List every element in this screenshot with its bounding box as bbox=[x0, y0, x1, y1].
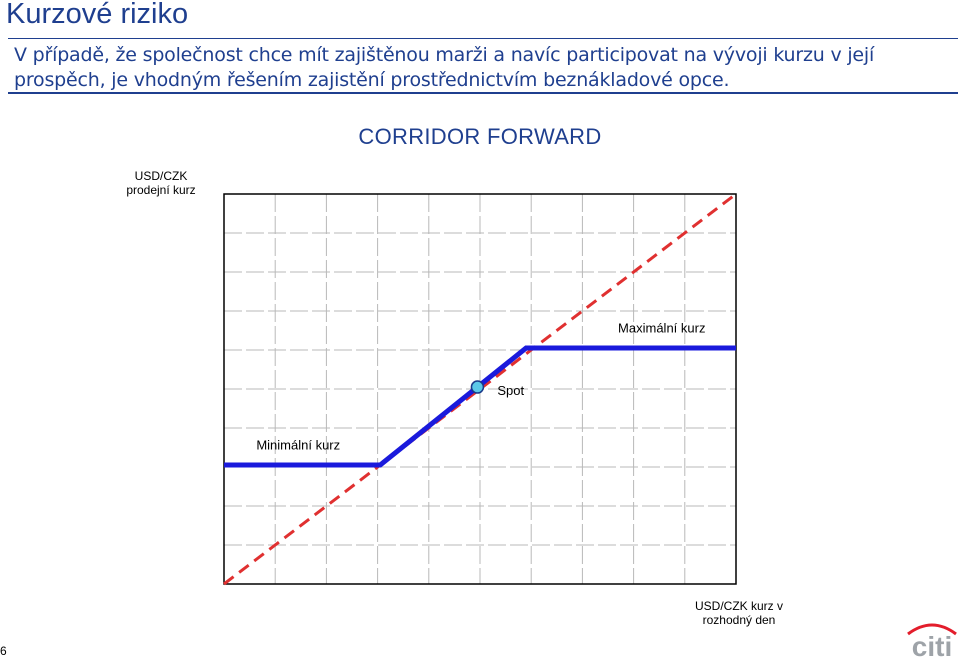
chart-grid bbox=[224, 194, 736, 584]
chart-annotation: Minimální kurz bbox=[256, 437, 340, 452]
page-number: 6 bbox=[0, 644, 7, 658]
plot-frame bbox=[223, 193, 737, 585]
citi-logo: citi bbox=[907, 623, 957, 658]
x-axis-label: USD/CZK kurz v rozhodný den bbox=[694, 599, 783, 627]
spot-marker bbox=[470, 380, 485, 394]
subtitle-divider bbox=[8, 92, 958, 94]
y-axis-label: USD/CZK prodejní kurz bbox=[126, 169, 196, 197]
svg-text:citi: citi bbox=[912, 631, 952, 658]
forward-rate-line bbox=[223, 192, 737, 586]
chart-annotation: Maximální kurz bbox=[618, 320, 705, 335]
corridor-payoff-line bbox=[224, 345, 736, 468]
chart-annotation: Spot bbox=[497, 383, 524, 398]
chart-title: CORRIDOR FORWARD bbox=[358, 124, 602, 149]
title-divider bbox=[8, 38, 958, 39]
slide-subtitle: V případě, že společnost chce mít zajišt… bbox=[14, 44, 875, 91]
slide-title: Kurzové riziko bbox=[6, 0, 189, 30]
